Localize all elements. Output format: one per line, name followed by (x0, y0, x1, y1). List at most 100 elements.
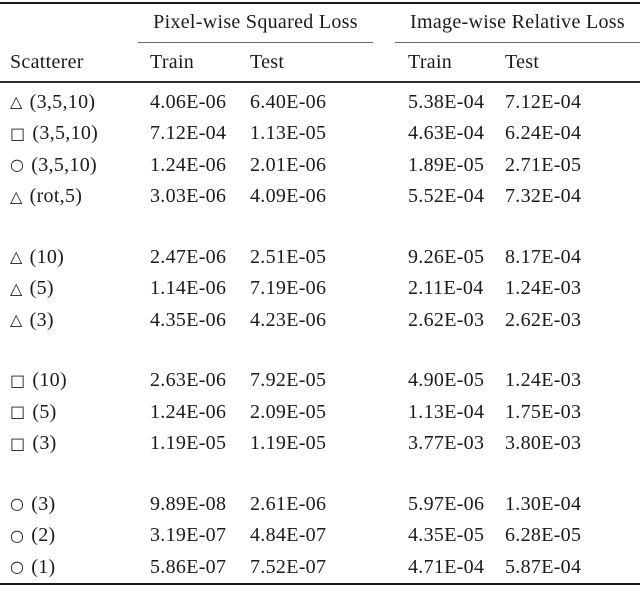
scatterer-cell: ○ (1) (0, 556, 150, 579)
image-train-value: 4.63E-04 (408, 122, 485, 145)
pixel-test-value: 4.09E-06 (250, 185, 327, 208)
scatterer-label: (5) (32, 400, 57, 423)
scatterer-label: (3) (31, 492, 56, 515)
triangle-icon: △ (10, 310, 23, 330)
table-row: □ (5) 1.24E-06 2.09E-05 1.13E-04 1.75E-0… (0, 397, 640, 429)
square-icon: □ (10, 370, 26, 390)
square-icon: □ (10, 402, 26, 422)
pixel-train-value: 4.06E-06 (150, 90, 227, 113)
scatterer-cell: △ (rot,5) (0, 185, 150, 208)
scatterer-label: (3) (32, 432, 57, 455)
table-row: △ (5) 1.14E-06 7.19E-06 2.11E-04 1.24E-0… (0, 273, 640, 305)
pixel-train-value: 1.19E-05 (150, 432, 227, 455)
table-top-rule (0, 2, 640, 4)
pixel-test-value: 4.84E-07 (250, 524, 327, 547)
pixel-test-value: 7.52E-07 (250, 555, 327, 578)
group-header-label: Image-wise Relative Loss (410, 10, 625, 33)
square-icon: □ (10, 123, 26, 143)
pixel-test-value: 2.01E-06 (250, 153, 327, 176)
table-row: ○ (3) 9.89E-08 2.61E-06 5.97E-06 1.30E-0… (0, 489, 640, 521)
table-row: △ (3,5,10) 4.06E-06 6.40E-06 5.38E-04 7.… (0, 87, 640, 119)
pixel-train-value: 3.19E-07 (150, 524, 227, 547)
pixel-test-value: 2.61E-06 (250, 492, 327, 515)
table-row: □ (10) 2.63E-06 7.92E-05 4.90E-05 1.24E-… (0, 365, 640, 397)
circle-icon: ○ (10, 525, 25, 545)
header-image-test: Test (505, 50, 540, 73)
table-row: △ (10) 2.47E-06 2.51E-05 9.26E-05 8.17E-… (0, 242, 640, 274)
column-group-header-band: Pixel-wise Squared Loss Image-wise Relat… (0, 4, 640, 43)
scatterer-cell: △ (3) (0, 309, 150, 332)
scatterer-cell: □ (5) (0, 401, 150, 424)
image-train-value: 5.97E-06 (408, 492, 485, 515)
image-test-value: 1.30E-04 (505, 492, 582, 515)
pixel-test-value: 2.09E-05 (250, 400, 327, 423)
pixel-train-value: 4.35E-06 (150, 308, 227, 331)
pixel-train-value: 7.12E-04 (150, 122, 227, 145)
group-header-image-wise: Image-wise Relative Loss (395, 4, 640, 43)
image-train-value: 9.26E-05 (408, 245, 485, 268)
image-test-value: 1.24E-03 (505, 369, 582, 392)
table-row: ○ (3,5,10) 1.24E-06 2.01E-06 1.89E-05 2.… (0, 150, 640, 182)
table-bottom-rule (0, 583, 640, 585)
pixel-train-value: 1.14E-06 (150, 277, 227, 300)
table-row: □ (3) 1.19E-05 1.19E-05 3.77E-03 3.80E-0… (0, 428, 640, 460)
triangle-icon: △ (10, 92, 23, 112)
table-row: △ (3) 4.35E-06 4.23E-06 2.62E-03 2.62E-0… (0, 305, 640, 337)
scatterer-label: (3,5,10) (31, 153, 97, 176)
scatterer-cell: □ (10) (0, 369, 150, 392)
group-separator (0, 460, 640, 489)
image-test-value: 5.87E-04 (505, 555, 582, 578)
pixel-test-value: 4.23E-06 (250, 308, 327, 331)
triangle-icon: △ (10, 247, 23, 267)
scatterer-label: (2) (31, 524, 56, 547)
square-icon: □ (10, 433, 26, 453)
image-train-value: 4.90E-05 (408, 369, 485, 392)
table-body: △ (3,5,10) 4.06E-06 6.40E-06 5.38E-04 7.… (0, 83, 640, 584)
image-test-value: 1.75E-03 (505, 400, 582, 423)
pixel-train-value: 9.89E-08 (150, 492, 227, 515)
image-test-value: 6.28E-05 (505, 524, 582, 547)
table-row: ○ (1) 5.86E-07 7.52E-07 4.71E-04 5.87E-0… (0, 552, 640, 584)
header-pixel-test: Test (250, 50, 285, 73)
scatterer-label: (1) (31, 555, 56, 578)
header-scatterer: Scatterer (10, 50, 84, 73)
table-mid-rule (0, 81, 640, 83)
image-train-value: 2.11E-04 (408, 277, 484, 300)
circle-icon: ○ (10, 557, 25, 577)
image-train-value: 1.13E-04 (408, 400, 485, 423)
image-train-value: 1.89E-05 (408, 153, 485, 176)
pixel-train-value: 1.24E-06 (150, 153, 227, 176)
pixel-train-value: 5.86E-07 (150, 555, 227, 578)
scatterer-cell: △ (10) (0, 246, 150, 269)
header-image-train: Train (408, 50, 453, 73)
pixel-test-value: 2.51E-05 (250, 245, 327, 268)
scatterer-cell: ○ (3) (0, 493, 150, 516)
image-test-value: 2.71E-05 (505, 153, 582, 176)
group-separator (0, 336, 640, 365)
pixel-train-value: 3.03E-06 (150, 185, 227, 208)
image-train-value: 2.62E-03 (408, 308, 485, 331)
scatterer-cell: △ (5) (0, 277, 150, 300)
scatterer-label: (3,5,10) (29, 90, 96, 113)
triangle-icon: △ (10, 278, 23, 298)
scatterer-label: (10) (32, 369, 67, 392)
pixel-train-value: 2.47E-06 (150, 245, 227, 268)
image-train-value: 5.52E-04 (408, 185, 485, 208)
circle-icon: ○ (10, 155, 25, 175)
scatterer-label: (3) (29, 308, 54, 331)
image-test-value: 2.62E-03 (505, 308, 582, 331)
header-pixel-train: Train (150, 50, 195, 73)
group-header-pixel-wise: Pixel-wise Squared Loss (138, 4, 373, 43)
pixel-train-value: 2.63E-06 (150, 369, 227, 392)
pixel-test-value: 6.40E-06 (250, 90, 327, 113)
image-test-value: 8.17E-04 (505, 245, 582, 268)
triangle-icon: △ (10, 186, 23, 206)
pixel-test-value: 7.19E-06 (250, 277, 327, 300)
image-test-value: 7.32E-04 (505, 185, 582, 208)
table-row: ○ (2) 3.19E-07 4.84E-07 4.35E-05 6.28E-0… (0, 520, 640, 552)
scatterer-cell: □ (3) (0, 432, 150, 455)
pixel-test-value: 7.92E-05 (250, 369, 327, 392)
image-train-value: 4.71E-04 (408, 555, 485, 578)
group-separator (0, 213, 640, 242)
